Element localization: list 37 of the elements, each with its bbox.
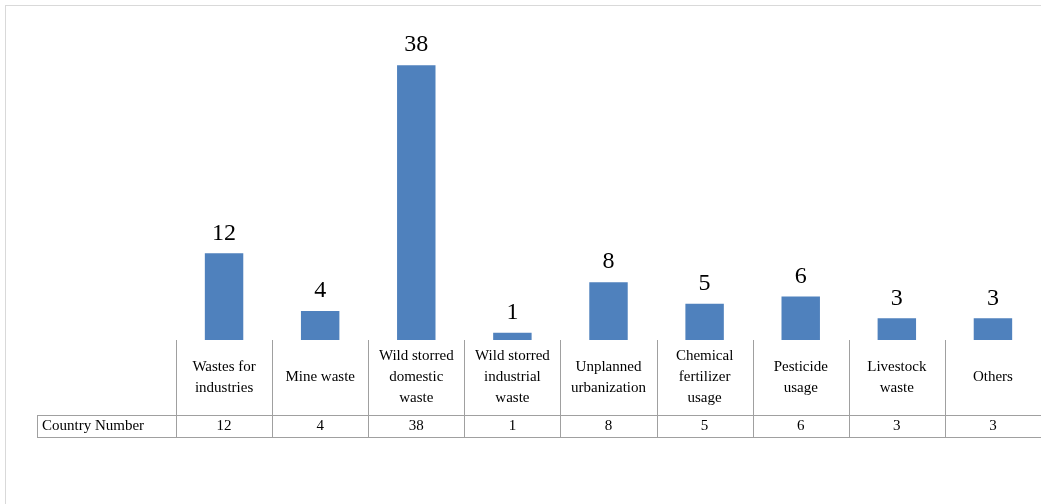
data-label: 3 xyxy=(893,416,901,433)
data-label: 5 xyxy=(700,416,709,433)
x-tick-label: Wastes for industries xyxy=(192,357,256,395)
annotation: 12 xyxy=(212,218,237,245)
bar xyxy=(204,253,244,340)
bar xyxy=(781,296,820,340)
x-tick-label: Mine waste xyxy=(285,368,356,385)
annotation: 3 xyxy=(986,283,999,310)
annotation: 5 xyxy=(698,269,711,296)
x-tick-label: Chemical fertilizer usage xyxy=(675,347,734,406)
text: 38 xyxy=(404,30,429,57)
bar xyxy=(877,318,917,340)
text: Country Number xyxy=(42,416,145,433)
annotation: 6 xyxy=(794,261,807,288)
data-label: 6 xyxy=(796,416,805,433)
x-tick-label: Unplanned urbanization xyxy=(571,357,647,395)
annotation: 8 xyxy=(602,247,615,274)
bar xyxy=(493,332,532,340)
bar xyxy=(300,311,340,340)
x-tick-label: Livestock waste xyxy=(867,357,927,395)
x-tick-label: Pesticide usage xyxy=(773,357,829,395)
bar xyxy=(973,318,1013,340)
bar xyxy=(589,282,628,340)
data-label: 38 xyxy=(408,416,424,433)
x-tick-label: Wild storred domestic waste xyxy=(378,347,455,406)
data-label: 3 xyxy=(989,416,997,433)
annotation: 3 xyxy=(890,283,903,310)
bar xyxy=(685,303,724,340)
data-label: 8 xyxy=(604,416,613,433)
data-label: 4 xyxy=(316,416,325,433)
data-label: 12 xyxy=(216,416,232,433)
x-tick-label: Wild storred industrial waste xyxy=(474,347,551,406)
bar xyxy=(397,65,436,340)
annotation: 4 xyxy=(314,276,327,303)
data-label: 1 xyxy=(508,416,517,433)
annotation: 1 xyxy=(506,298,519,325)
x-tick-label: Others xyxy=(972,368,1014,385)
